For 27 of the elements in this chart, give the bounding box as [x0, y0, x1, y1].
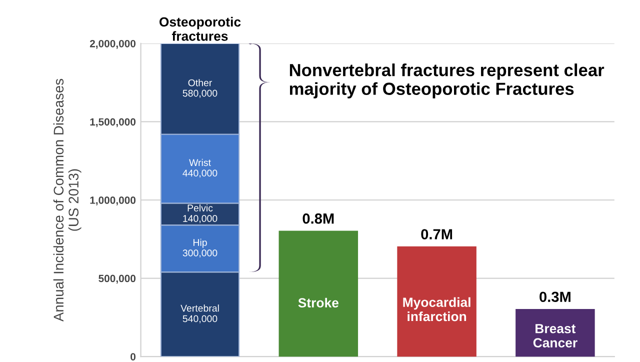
x-tick-label: Myocardial infarction	[403, 297, 470, 322]
data-label: 440,000	[182, 170, 218, 178]
x-tick-label: Stroke	[298, 298, 338, 308]
y-tick-label: 1,000,000	[90, 196, 136, 206]
y-axis-title: Annual Incidence of Common Diseases (US 2013)	[53, 78, 82, 322]
bar	[278, 230, 358, 357]
series-label: Pelvic	[188, 204, 213, 212]
data-label: 300,000	[182, 250, 218, 258]
data-label: 580,000	[182, 90, 218, 98]
data-label: 0.3M	[540, 292, 570, 302]
x-tick-label: Breast Cancer	[533, 324, 578, 348]
series-label: Wrist	[189, 158, 211, 166]
data-label: 140,000	[183, 215, 218, 224]
y-tick-label: 1,500,000	[90, 118, 136, 128]
y-tick-label: 0	[130, 353, 136, 360]
y-tick-label: 2,000,000	[90, 40, 136, 49]
series-label: Vertebral	[180, 304, 219, 312]
bar	[397, 246, 476, 357]
series-label: Other	[188, 79, 212, 86]
annotation: Nonvertebral fractures represent clear majority of Osteoporotic Fractures	[290, 64, 604, 98]
y-tick-label: 500,000	[98, 274, 136, 284]
series-label: Hip	[194, 238, 207, 248]
data-label: 0.8M	[302, 213, 334, 224]
data-label: 0.7M	[421, 229, 452, 240]
data-label: 540,000	[182, 315, 218, 324]
x-tick-label: Osteoporotic fractures	[159, 16, 241, 41]
bar	[516, 309, 595, 357]
